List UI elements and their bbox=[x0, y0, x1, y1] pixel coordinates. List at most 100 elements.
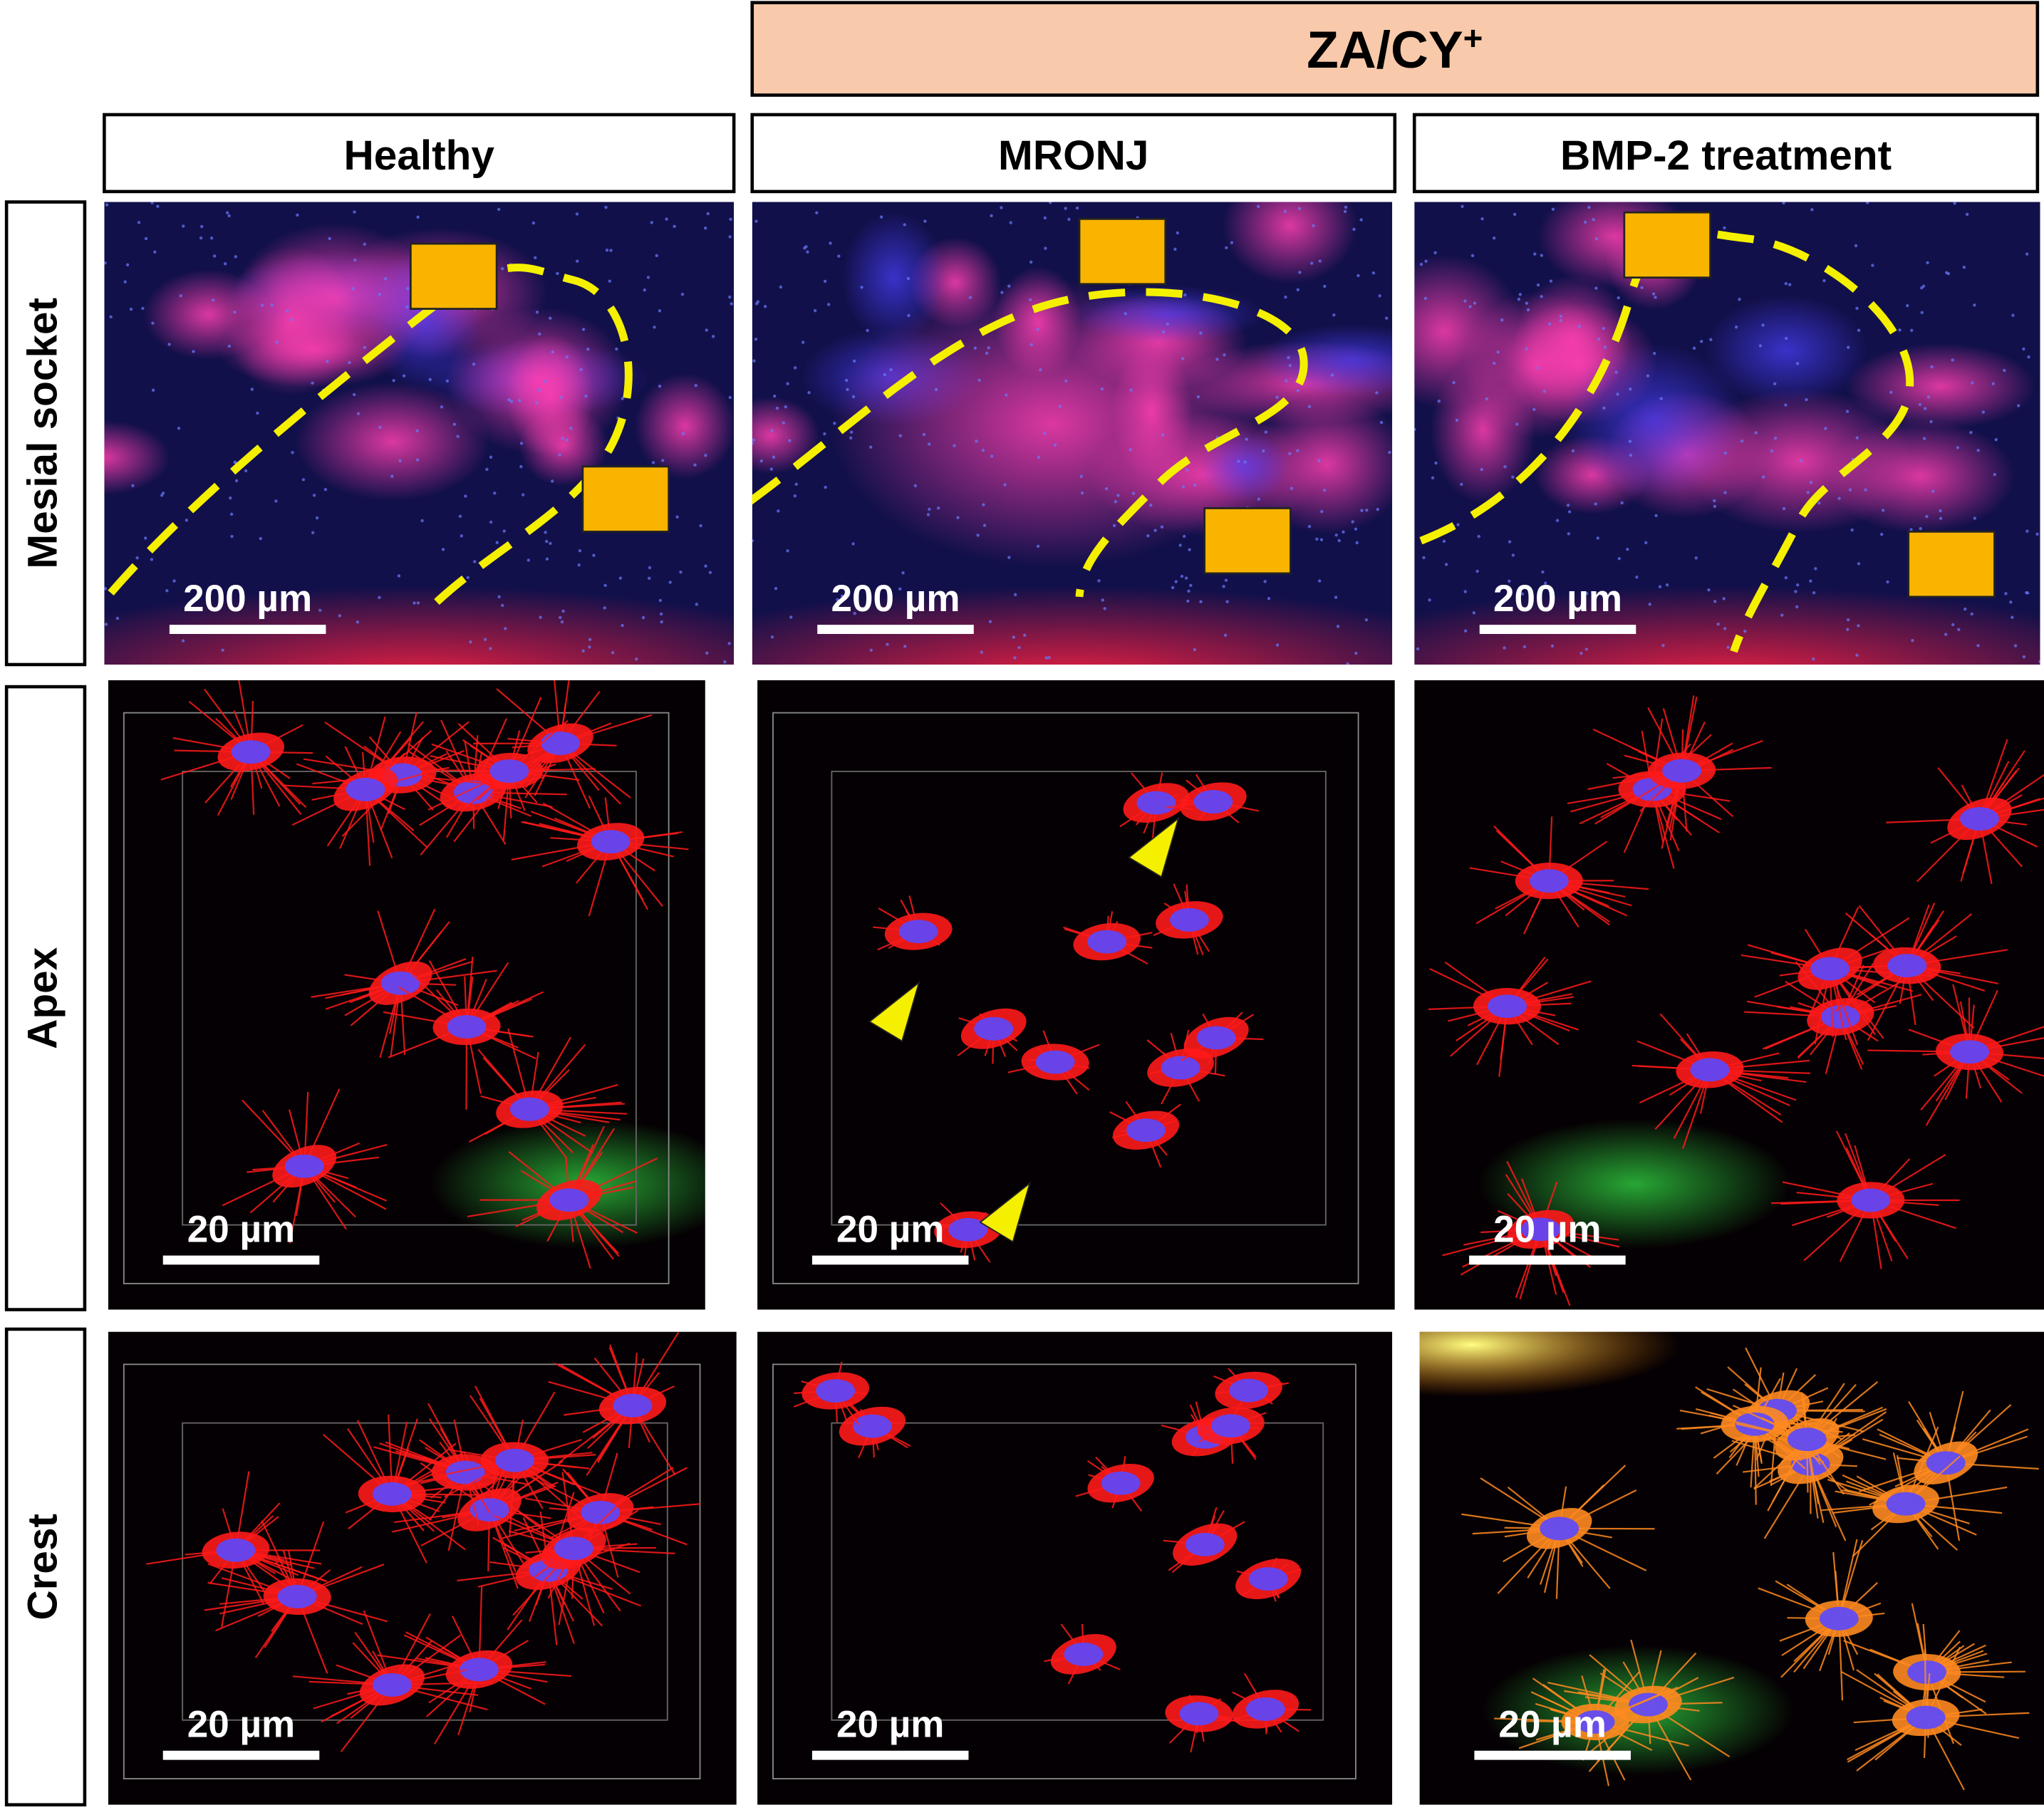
nucleus bbox=[256, 411, 259, 415]
nucleus bbox=[1029, 343, 1034, 347]
roi-box bbox=[1623, 211, 1711, 279]
nucleus bbox=[262, 608, 266, 612]
nucleus bbox=[605, 248, 609, 252]
nucleus bbox=[727, 642, 731, 645]
nucleus bbox=[1171, 586, 1175, 590]
nucleus bbox=[521, 493, 525, 496]
nucleus bbox=[216, 1538, 256, 1562]
nucleus bbox=[526, 558, 531, 562]
nucleus bbox=[560, 620, 564, 624]
nucleus bbox=[1336, 625, 1340, 628]
nucleus bbox=[729, 217, 732, 222]
outline bbox=[752, 288, 1308, 598]
nucleus bbox=[1323, 284, 1327, 288]
nucleus bbox=[356, 620, 360, 624]
nucleus bbox=[1944, 633, 1948, 636]
nucleus bbox=[489, 647, 492, 650]
nucleus bbox=[1909, 328, 1914, 333]
stain bbox=[218, 311, 409, 388]
nucleus bbox=[1796, 583, 1800, 587]
nucleus bbox=[378, 293, 382, 296]
nucleus bbox=[554, 1536, 593, 1561]
nucleus bbox=[1970, 612, 1973, 616]
nucleus bbox=[565, 438, 569, 442]
nucleus bbox=[578, 548, 582, 553]
nucleus bbox=[274, 499, 278, 503]
nucleus bbox=[1846, 618, 1850, 622]
nucleus bbox=[987, 346, 990, 350]
nucleus bbox=[1773, 437, 1778, 440]
nucleus bbox=[1288, 452, 1292, 455]
nucleus bbox=[383, 277, 388, 281]
nucleus bbox=[1215, 358, 1219, 361]
nucleus bbox=[1864, 488, 1867, 491]
nucleus bbox=[1371, 271, 1376, 275]
nucleus bbox=[177, 427, 181, 430]
nucleus bbox=[415, 429, 419, 433]
nucleus bbox=[1243, 460, 1247, 464]
nucleus bbox=[1577, 324, 1582, 328]
row-header: Crest bbox=[20, 1514, 66, 1621]
nucleus bbox=[1012, 635, 1015, 639]
nucleus bbox=[1193, 647, 1197, 652]
nucleus bbox=[1898, 328, 1902, 332]
nucleus bbox=[497, 207, 501, 212]
nucleus bbox=[1809, 579, 1812, 583]
nucleus bbox=[1225, 246, 1228, 250]
nucleus bbox=[1740, 439, 1744, 443]
nucleus bbox=[1646, 374, 1650, 378]
nucleus bbox=[1981, 410, 1986, 414]
nucleus bbox=[705, 328, 708, 332]
scale-bar-label: 20 µm bbox=[836, 1208, 944, 1250]
nucleus bbox=[1549, 279, 1553, 283]
nucleus bbox=[635, 657, 638, 661]
nucleus bbox=[1726, 645, 1730, 649]
nucleus bbox=[1376, 507, 1379, 511]
roi-box bbox=[409, 242, 498, 310]
nucleus bbox=[793, 494, 797, 498]
nucleus bbox=[402, 374, 406, 378]
nucleus bbox=[1416, 647, 1420, 651]
nucleus bbox=[1124, 312, 1127, 316]
nucleus bbox=[752, 438, 755, 442]
bounding-box bbox=[772, 712, 1359, 1284]
nucleus bbox=[1248, 1567, 1288, 1591]
nucleus bbox=[1551, 207, 1555, 211]
nucleus bbox=[1058, 405, 1062, 408]
nucleus bbox=[1817, 501, 1821, 505]
nucleus bbox=[489, 455, 493, 459]
nucleus bbox=[1929, 420, 1933, 424]
nucleus bbox=[1262, 449, 1265, 453]
nucleus bbox=[575, 212, 579, 216]
nucleus bbox=[277, 1584, 317, 1608]
nucleus bbox=[153, 250, 157, 254]
nucleus bbox=[1857, 562, 1861, 566]
nucleus bbox=[575, 259, 579, 263]
nucleus bbox=[1186, 599, 1190, 603]
nucleus bbox=[1129, 388, 1133, 392]
nucleus bbox=[730, 302, 733, 306]
stain bbox=[1825, 419, 2015, 534]
nucleus bbox=[658, 385, 662, 388]
micrograph: 20 µm bbox=[757, 680, 1395, 1310]
nucleus bbox=[535, 310, 539, 314]
nucleus bbox=[603, 583, 607, 588]
nucleus bbox=[2022, 655, 2026, 659]
nucleus bbox=[1780, 613, 1784, 617]
nucleus bbox=[1855, 306, 1859, 311]
nucleus bbox=[1930, 365, 1934, 369]
nucleus bbox=[1738, 298, 1741, 301]
nucleus bbox=[777, 509, 780, 513]
nucleus bbox=[968, 296, 972, 299]
nucleus bbox=[1043, 216, 1047, 220]
nucleus bbox=[2009, 600, 2013, 604]
nucleus bbox=[1284, 295, 1287, 299]
nucleus bbox=[844, 378, 849, 383]
nucleus bbox=[1950, 1040, 1990, 1064]
nucleus bbox=[641, 615, 645, 620]
nucleus bbox=[1543, 581, 1547, 585]
nucleus bbox=[1319, 538, 1324, 541]
nucleus bbox=[752, 359, 756, 363]
nucleus bbox=[561, 437, 565, 440]
nucleus bbox=[501, 267, 504, 271]
